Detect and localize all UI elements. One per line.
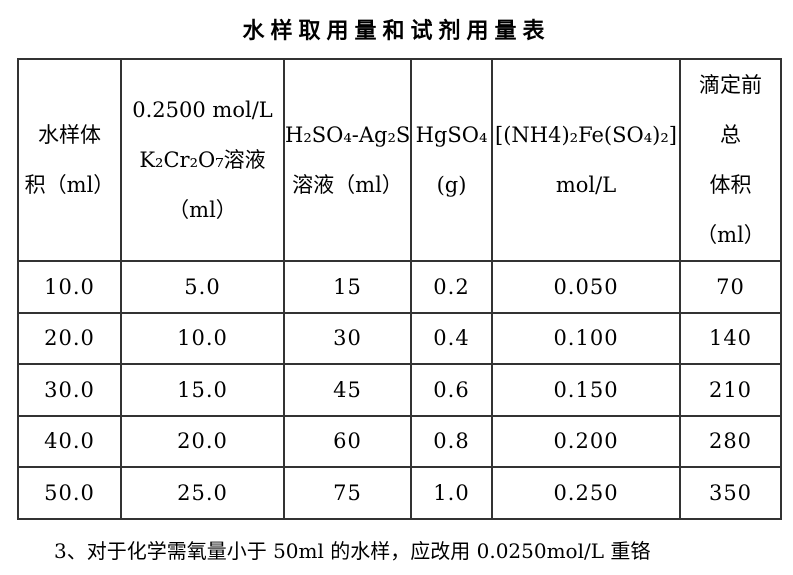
header-line: (g): [436, 173, 467, 197]
table-cell: 0.200: [491, 414, 681, 468]
table-cell: 25.0: [120, 466, 285, 520]
page-title: 水样取用量和试剂用量表: [242, 18, 551, 44]
header-line: （ml）: [696, 223, 765, 247]
table-cell: 40.0: [17, 414, 122, 468]
table-cell: 15.0: [120, 363, 285, 417]
table-cell: 45: [283, 363, 412, 417]
table-cell: 20.0: [17, 311, 122, 365]
table-cell: 30.0: [17, 363, 122, 417]
table-cell: 10.0: [120, 311, 285, 365]
column-header-k2cr2o7-solution: 0.2500 mol/L K₂Cr₂O₇溶液 （ml）: [120, 58, 285, 262]
table-cell: 5.0: [120, 260, 285, 314]
header-line: H₂SO₄-Ag₂SO₄: [285, 123, 411, 147]
table-cell: 0.8: [410, 414, 493, 468]
table-cell: 280: [679, 414, 782, 468]
header-line: 水样体: [38, 123, 101, 147]
table-cell: 1.0: [410, 466, 493, 520]
reagent-dosage-table: 水样体 积（ml） 0.2500 mol/L K₂Cr₂O₇溶液 （ml） H₂…: [17, 58, 782, 520]
header-row: 水样体 积（ml） 0.2500 mol/L K₂Cr₂O₇溶液 （ml） H₂…: [17, 58, 782, 262]
footer-note: 3、对于化学需氧量小于 50ml 的水样，应改用 0.0250mol/L 重铬: [54, 538, 651, 563]
column-header-ammonium-ferrous-sulfate: [(NH4)₂Fe(SO₄)₂] mol/L: [491, 58, 681, 262]
header-line: 体积: [709, 173, 752, 197]
table-row: 40.0 20.0 60 0.8 0.200 280: [17, 414, 782, 468]
column-header-pre-titration-total-volume: 滴定前 总 体积 （ml）: [679, 58, 782, 262]
header-line: mol/L: [555, 173, 617, 197]
header-line: 0.2500 mol/L: [132, 98, 273, 122]
header-line: K₂Cr₂O₇溶液: [139, 148, 266, 172]
header-line: 滴定前: [699, 73, 762, 97]
table-cell: 20.0: [120, 414, 285, 468]
table-row: 20.0 10.0 30 0.4 0.100 140: [17, 311, 782, 365]
table-cell: 0.4: [410, 311, 493, 365]
table-header: 水样体 积（ml） 0.2500 mol/L K₂Cr₂O₇溶液 （ml） H₂…: [17, 58, 782, 262]
header-line: （ml）: [168, 198, 237, 222]
column-header-hgso4-amount: HgSO₄ (g): [410, 58, 493, 262]
table-cell: 75: [283, 466, 412, 520]
table-row: 10.0 5.0 15 0.2 0.050 70: [17, 260, 782, 314]
table-cell: 0.2: [410, 260, 493, 314]
table-cell: 0.150: [491, 363, 681, 417]
header-line: 溶液（ml）: [292, 173, 403, 197]
column-header-water-sample-volume: 水样体 积（ml）: [17, 58, 122, 262]
table-row: 50.0 25.0 75 1.0 0.250 350: [17, 466, 782, 520]
table-cell: 0.250: [491, 466, 681, 520]
table-row: 30.0 15.0 45 0.6 0.150 210: [17, 363, 782, 417]
header-line: [(NH4)₂Fe(SO₄)₂]: [495, 123, 677, 147]
table-cell: 140: [679, 311, 782, 365]
table-cell: 0.100: [491, 311, 681, 365]
header-line: 积（ml）: [24, 173, 115, 197]
table-cell: 60: [283, 414, 412, 468]
table-cell: 0.050: [491, 260, 681, 314]
table-body: 10.0 5.0 15 0.2 0.050 70 20.0 10.0 30 0.…: [17, 260, 782, 520]
table-cell: 50.0: [17, 466, 122, 520]
header-line: 总: [720, 123, 741, 147]
table-cell: 70: [679, 260, 782, 314]
header-line: HgSO₄: [415, 123, 488, 147]
table-cell: 350: [679, 466, 782, 520]
table-cell: 210: [679, 363, 782, 417]
table-cell: 0.6: [410, 363, 493, 417]
table-cell: 30: [283, 311, 412, 365]
table-cell: 10.0: [17, 260, 122, 314]
table-cell: 15: [283, 260, 412, 314]
column-header-h2so4-ag2so4-solution: H₂SO₄-Ag₂SO₄ 溶液（ml）: [283, 58, 412, 262]
